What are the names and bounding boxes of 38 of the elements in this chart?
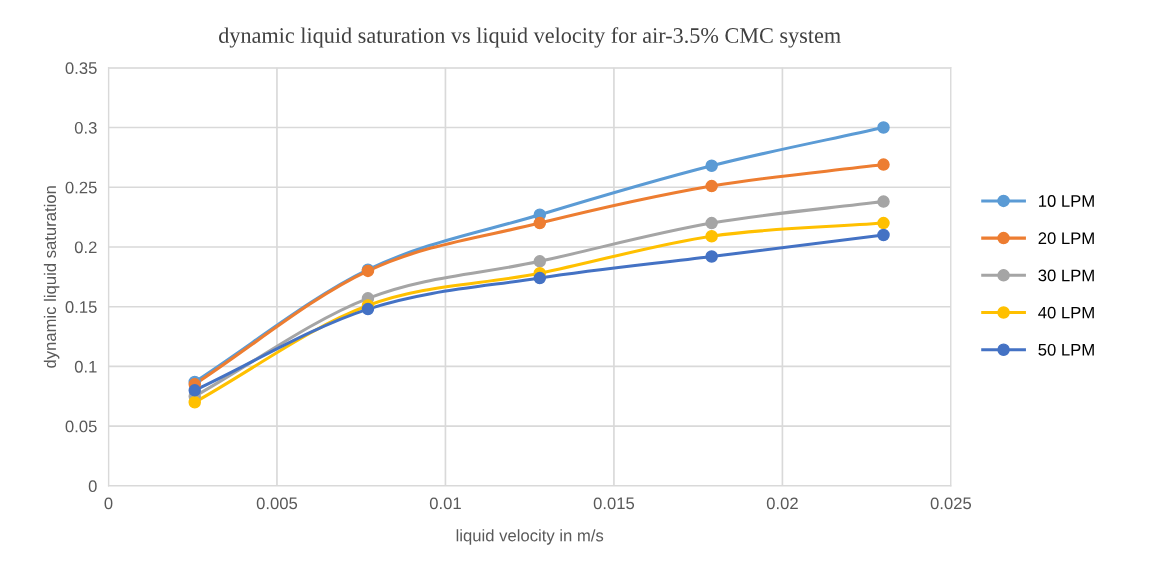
point (705, 229, 718, 243)
x-tick-label: 0 (104, 497, 113, 510)
y-tick-label: 0.3 (74, 121, 97, 134)
x-tick-label: 0.025 (930, 497, 972, 510)
legend-label: 30 LPM (1038, 269, 1094, 282)
y-tick-label: 0.1 (74, 360, 97, 373)
legend-label: 50 LPM (1038, 343, 1094, 356)
point (705, 216, 718, 230)
point (877, 216, 890, 230)
x-axis-title: liquid velocity in m/s (456, 529, 604, 545)
y-axis-title: dynamic liquid saturation (43, 186, 60, 368)
point (705, 159, 718, 173)
x-tick-label: 0.015 (593, 497, 635, 510)
point (361, 302, 375, 316)
point (188, 396, 201, 409)
y-tick-label: 0.05 (65, 420, 97, 433)
y-tick-label: 0.2 (74, 241, 97, 254)
chart-title: dynamic liquid saturation vs liquid velocity for air-3.5% CMC system (219, 27, 841, 48)
point (533, 216, 547, 230)
y-tick-label: 0.15 (65, 301, 97, 313)
point (705, 179, 718, 193)
x-tick-label: 0.02 (766, 497, 798, 510)
point (877, 121, 890, 134)
legend-label: 20 LPM (1038, 232, 1094, 245)
x-tick-label: 0.01 (429, 497, 461, 510)
point (533, 255, 547, 268)
y-tick-label: 0.35 (65, 62, 97, 74)
point (705, 250, 718, 263)
legend-label: 10 LPM (1039, 195, 1094, 207)
point (877, 158, 890, 171)
legend-label: 40 LPM (1038, 306, 1094, 319)
y-tick-label: 0 (88, 480, 97, 493)
point (533, 271, 547, 285)
point (877, 228, 890, 242)
point (877, 195, 890, 208)
y-tick-label: 0.25 (65, 181, 97, 194)
point (188, 384, 201, 397)
x-tick-label: 0.005 (256, 497, 298, 510)
